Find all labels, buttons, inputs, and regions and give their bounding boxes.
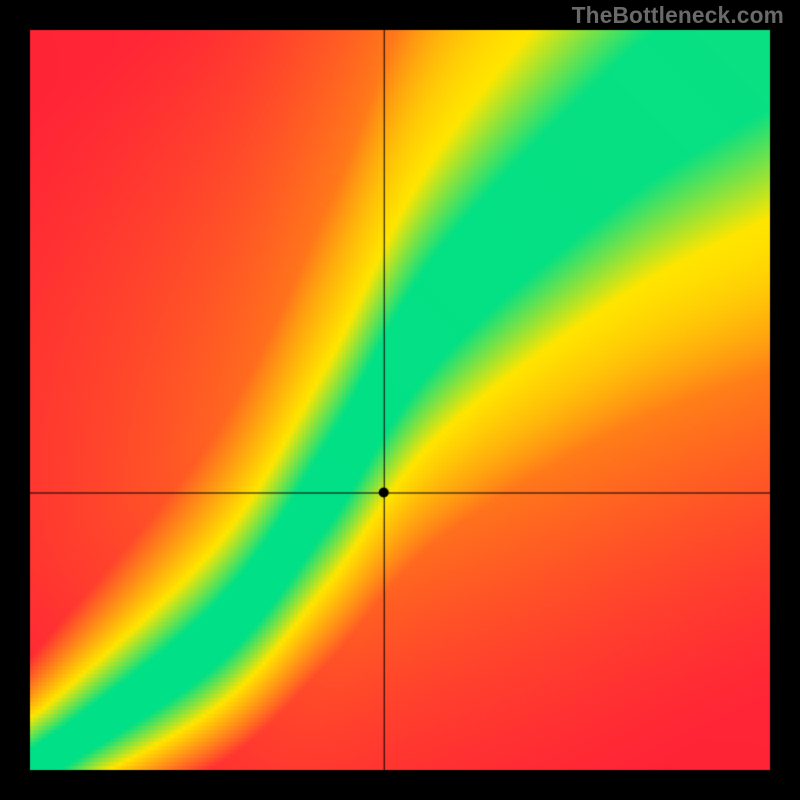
bottleneck-heatmap-canvas	[0, 0, 800, 800]
chart-container: TheBottleneck.com	[0, 0, 800, 800]
